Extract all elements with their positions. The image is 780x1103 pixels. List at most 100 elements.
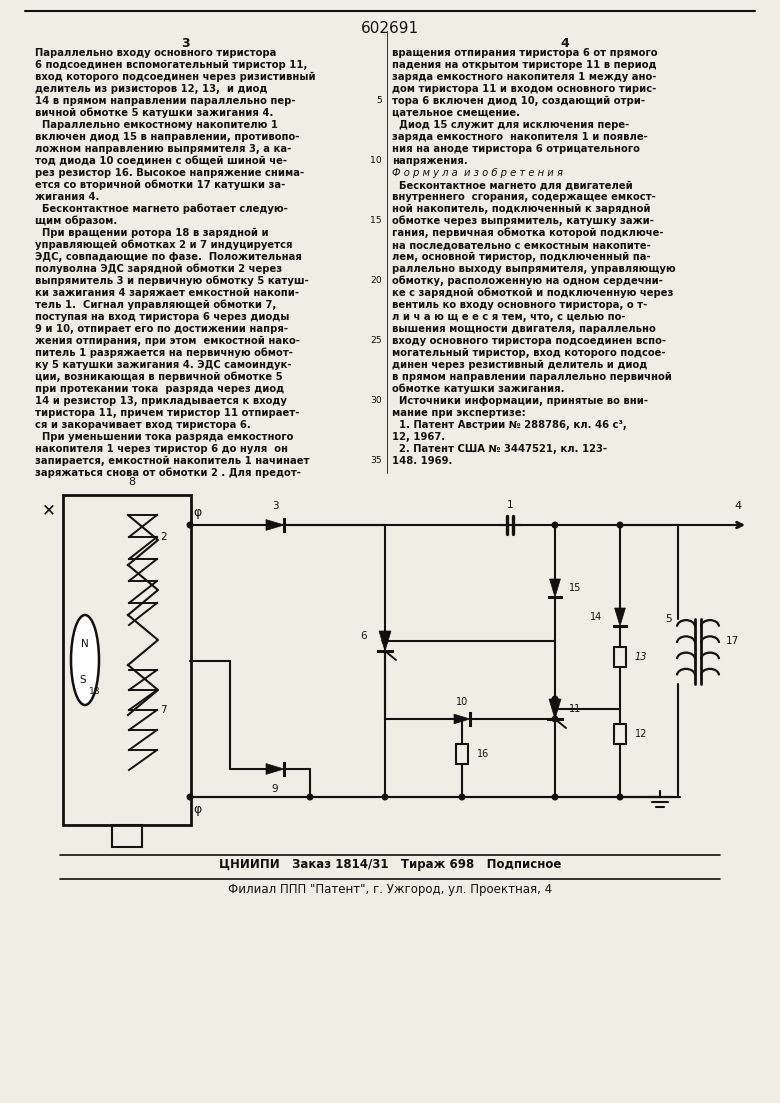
- Text: ✕: ✕: [42, 501, 56, 520]
- Text: вход которого подсоединен через ризистивный: вход которого подсоединен через ризистив…: [35, 72, 316, 82]
- Text: падения на открытом тиристоре 11 в период: падения на открытом тиристоре 11 в перио…: [392, 60, 657, 69]
- Text: л и ч а ю щ е е с я тем, что, с целью по-: л и ч а ю щ е е с я тем, что, с целью по…: [392, 312, 626, 322]
- Text: 13: 13: [635, 652, 647, 662]
- Polygon shape: [549, 699, 561, 719]
- Text: обмотке через выпрямитель, катушку зажи-: обмотке через выпрямитель, катушку зажи-: [392, 216, 654, 226]
- Text: 3: 3: [271, 501, 278, 511]
- Text: динен через резистивный делитель и диод: динен через резистивный делитель и диод: [392, 360, 647, 371]
- Text: 20: 20: [370, 276, 382, 285]
- Text: Параллельно входу основного тиристора: Параллельно входу основного тиристора: [35, 49, 276, 58]
- Text: 18: 18: [89, 687, 101, 696]
- Text: цательное смещение.: цательное смещение.: [392, 108, 520, 118]
- Text: 5: 5: [376, 96, 382, 105]
- Ellipse shape: [71, 615, 99, 705]
- Text: поступая на вход тиристора 6 через диоды: поступая на вход тиристора 6 через диоды: [35, 312, 289, 322]
- Text: раллельно выходу выпрямителя, управляющую: раллельно выходу выпрямителя, управляющу…: [392, 264, 675, 274]
- Text: Диод 15 служит для исключения пере-: Диод 15 служит для исключения пере-: [392, 120, 629, 130]
- Text: полуволна ЭДС зарядной обмотки 2 через: полуволна ЭДС зарядной обмотки 2 через: [35, 264, 282, 275]
- Text: при протекании тока  разряда через диод: при протекании тока разряда через диод: [35, 384, 284, 394]
- Text: ния на аноде тиристора 6 отрицательного: ния на аноде тиристора 6 отрицательного: [392, 144, 640, 154]
- Circle shape: [552, 716, 558, 721]
- Text: тиристора 11, причем тиристор 11 отпирает-: тиристора 11, причем тиристор 11 отпирае…: [35, 408, 300, 418]
- Text: 9: 9: [271, 784, 278, 794]
- Circle shape: [382, 639, 388, 644]
- Polygon shape: [454, 715, 470, 724]
- Circle shape: [552, 696, 558, 702]
- Text: 12: 12: [635, 729, 647, 739]
- Bar: [614, 647, 626, 667]
- Text: Филиал ППП "Патент", г. Ужгород, ул. Проектная, 4: Филиал ППП "Патент", г. Ужгород, ул. Про…: [228, 884, 552, 896]
- Text: 1: 1: [507, 500, 513, 510]
- Text: ЭДС, совпадающие по фазе.  Положительная: ЭДС, совпадающие по фазе. Положительная: [35, 251, 302, 263]
- Text: ции, возникающая в первичной обмотке 5: ции, возникающая в первичной обмотке 5: [35, 372, 282, 383]
- Text: N: N: [81, 639, 89, 649]
- Text: Бесконтактное магнето для двигателей: Бесконтактное магнето для двигателей: [392, 180, 633, 190]
- Text: тод диода 10 соединен с общей шиной че-: тод диода 10 соединен с общей шиной че-: [35, 156, 287, 165]
- Bar: [456, 745, 468, 764]
- Circle shape: [552, 522, 558, 528]
- Bar: [63, 495, 191, 825]
- Text: на последовательно с емкостным накопите-: на последовательно с емкостным накопите-: [392, 240, 651, 250]
- Text: вращения отпирания тиристора 6 от прямого: вращения отпирания тиристора 6 от прямог…: [392, 49, 658, 58]
- Text: φ: φ: [193, 803, 201, 816]
- Text: тель 1.  Сигнал управляющей обмотки 7,: тель 1. Сигнал управляющей обмотки 7,: [35, 300, 276, 311]
- Text: S: S: [80, 675, 87, 685]
- Text: вентиль ко входу основного тиристора, о т-: вентиль ко входу основного тиристора, о …: [392, 300, 647, 310]
- Text: жигания 4.: жигания 4.: [35, 192, 99, 202]
- Text: запирается, емкостной накопитель 1 начинает: запирается, емкостной накопитель 1 начин…: [35, 456, 310, 467]
- Text: гания, первичная обмотка которой подключе-: гания, первичная обмотка которой подключ…: [392, 228, 664, 238]
- Text: 602691: 602691: [361, 21, 419, 36]
- Text: 15: 15: [569, 583, 581, 593]
- Text: заряжаться снова от обмотки 2 . Для предот-: заряжаться снова от обмотки 2 . Для пред…: [35, 468, 301, 479]
- Polygon shape: [615, 608, 626, 627]
- Text: заряда емкостного накопителя 1 между ано-: заряда емкостного накопителя 1 между ано…: [392, 72, 657, 82]
- Text: 14 в прямом направлении параллельно пер-: 14 в прямом направлении параллельно пер-: [35, 96, 296, 106]
- Text: ся и закорачивает вход тиристора 6.: ся и закорачивает вход тиристора 6.: [35, 420, 250, 430]
- Text: заряда емкостного  накопителя 1 и появле-: заряда емкостного накопителя 1 и появле-: [392, 132, 647, 142]
- Text: 2: 2: [160, 532, 167, 542]
- Circle shape: [382, 794, 388, 800]
- Text: 3: 3: [181, 38, 190, 50]
- Text: Параллельно емкостному накопителю 1: Параллельно емкостному накопителю 1: [35, 120, 278, 130]
- Text: в прямом направлении параллельно первичной: в прямом направлении параллельно первичн…: [392, 372, 672, 382]
- Text: 14 и резистор 13, прикладывается к входу: 14 и резистор 13, прикладывается к входу: [35, 396, 287, 406]
- Text: 9 и 10, отпирает его по достижении напря-: 9 и 10, отпирает его по достижении напря…: [35, 324, 288, 334]
- Bar: [112, 825, 142, 847]
- Text: накопителя 1 через тиристор 6 до нуля  он: накопителя 1 через тиристор 6 до нуля он: [35, 445, 288, 454]
- Text: 17: 17: [726, 636, 739, 646]
- Text: ЦНИИПИ   Заказ 1814/31   Тираж 698   Подписное: ЦНИИПИ Заказ 1814/31 Тираж 698 Подписное: [219, 858, 561, 871]
- Text: ложном направлению выпрямителя 3, а ка-: ложном направлению выпрямителя 3, а ка-: [35, 144, 291, 154]
- Text: 35: 35: [370, 456, 382, 465]
- Text: 5: 5: [665, 613, 672, 623]
- Text: 10: 10: [456, 697, 468, 707]
- Text: 30: 30: [370, 396, 382, 405]
- Text: 14: 14: [590, 612, 602, 622]
- Text: щим образом.: щим образом.: [35, 216, 117, 226]
- Text: вышения мощности двигателя, параллельно: вышения мощности двигателя, параллельно: [392, 324, 656, 334]
- Text: Бесконтактное магнето работает следую-: Бесконтактное магнето работает следую-: [35, 204, 288, 214]
- Polygon shape: [550, 579, 560, 597]
- Text: 8: 8: [129, 476, 136, 488]
- Text: 16: 16: [477, 749, 489, 759]
- Text: При уменьшении тока разряда емкостного: При уменьшении тока разряда емкостного: [35, 432, 293, 442]
- Text: Источники информации, принятые во вни-: Источники информации, принятые во вни-: [392, 396, 648, 406]
- Text: входу основного тиристора подсоединен вспо-: входу основного тиристора подсоединен вс…: [392, 336, 666, 346]
- Text: При вращении ротора 18 в зарядной и: При вращении ротора 18 в зарядной и: [35, 228, 268, 238]
- Text: мание при экспертизе:: мание при экспертизе:: [392, 408, 526, 418]
- Text: включен диод 15 в направлении, противопо-: включен диод 15 в направлении, противопо…: [35, 132, 300, 142]
- Text: 148. 1969.: 148. 1969.: [392, 456, 452, 465]
- Text: 25: 25: [370, 336, 382, 345]
- Text: 7: 7: [160, 705, 167, 715]
- Text: лем, основной тиристор, подключенный па-: лем, основной тиристор, подключенный па-: [392, 251, 651, 263]
- Text: могательный тиристор, вход которого подсое-: могательный тиристор, вход которого подс…: [392, 349, 665, 358]
- Circle shape: [187, 522, 193, 528]
- Polygon shape: [379, 631, 391, 651]
- Text: ется со вторичной обмотки 17 катушки за-: ется со вторичной обмотки 17 катушки за-: [35, 180, 285, 191]
- Text: внутреннего  сгорания, содержащее емкост-: внутреннего сгорания, содержащее емкост-: [392, 192, 656, 202]
- Circle shape: [552, 794, 558, 800]
- Text: выпрямитель 3 и первичную обмотку 5 катуш-: выпрямитель 3 и первичную обмотку 5 кату…: [35, 276, 309, 287]
- Circle shape: [307, 794, 313, 800]
- Text: 4: 4: [561, 38, 569, 50]
- Text: 6: 6: [360, 631, 367, 641]
- Bar: [614, 724, 626, 745]
